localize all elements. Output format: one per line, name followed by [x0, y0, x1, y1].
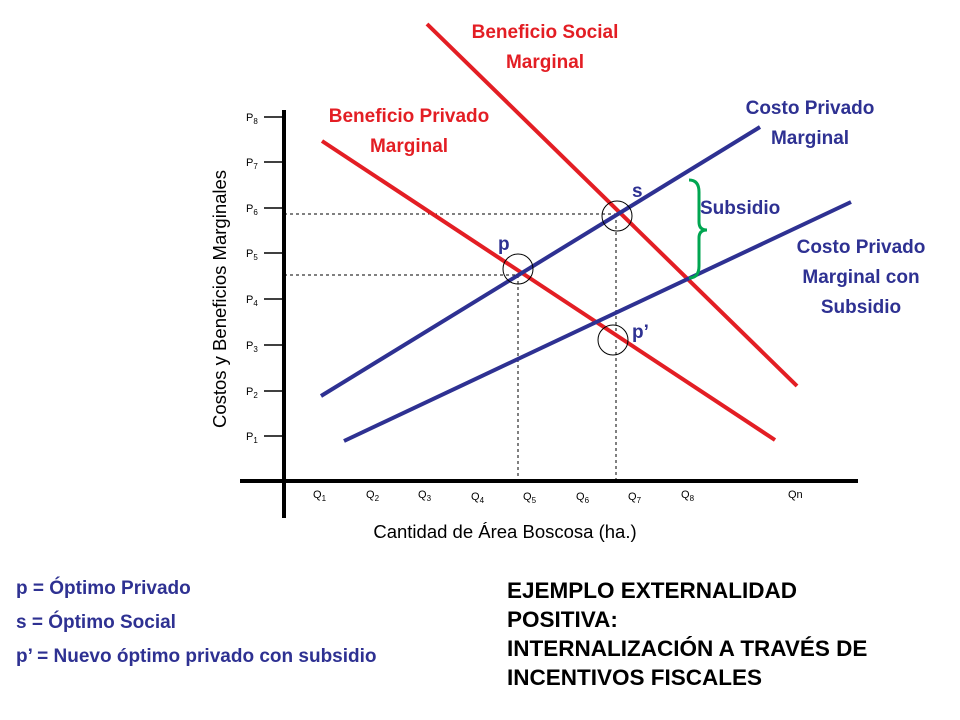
- point-p-label: p: [498, 234, 510, 255]
- private-cost-subsidy-label-line2: Marginal con: [802, 267, 919, 288]
- legend-s: s = Óptimo Social: [16, 612, 176, 633]
- social-benefit-label-line2: Marginal: [506, 52, 584, 73]
- private-cost-subsidy-label-line3: Subsidio: [821, 297, 901, 318]
- private-cost-subsidy-curve: [343, 200, 852, 443]
- private-benefit-label: Beneficio Privado Marginal: [329, 106, 490, 157]
- private-cost-label-line2: Marginal: [771, 128, 849, 149]
- y-tick-label: P4: [246, 294, 258, 308]
- y-tick-label: P3: [246, 340, 258, 354]
- legend-p: p = Óptimo Privado: [16, 578, 191, 599]
- x-tick-label: Q6: [576, 491, 590, 505]
- private-cost-subsidy-label: Costo Privado Marginal con Subsidio: [797, 237, 926, 318]
- social-benefit-label-line1: Beneficio Social: [472, 22, 619, 43]
- private-benefit-label-line2: Marginal: [370, 136, 448, 157]
- x-tick-group: Q1 Q2 Q3 Q4 Q5 Q6 Q7 Q8 Qn: [313, 489, 803, 505]
- y-tick-label: P2: [246, 386, 258, 400]
- point-p-prime-label: p’: [632, 322, 649, 343]
- legend-p-prime: p’ = Nuevo óptimo privado con subsidio: [16, 646, 377, 667]
- headline-line3: INTERNALIZACIÓN A TRAVÉS DE: [507, 636, 868, 661]
- point-s-label: s: [632, 181, 643, 202]
- social-benefit-curve: [425, 22, 799, 388]
- headline-line2: POSITIVA:: [507, 607, 618, 632]
- y-tick-group: P1 P2 P3 P4 P5 P6 P7 P8: [246, 112, 284, 445]
- point-s-circle: [601, 200, 633, 232]
- x-axis-title: Cantidad de Área Boscosa (ha.): [373, 521, 636, 542]
- x-tick-label: Qn: [788, 489, 803, 501]
- x-tick-label: Q5: [523, 491, 537, 505]
- private-cost-curve: [319, 125, 762, 398]
- point-p-circle: [502, 253, 534, 285]
- social-benefit-label: Beneficio Social Marginal: [472, 22, 619, 73]
- private-cost-label-line1: Costo Privado: [746, 98, 875, 119]
- x-tick-label: Q2: [366, 489, 380, 503]
- headline-line4: INCENTIVOS FISCALES: [507, 665, 763, 690]
- headline-line1: EJEMPLO EXTERNALIDAD: [507, 578, 798, 603]
- private-benefit-label-line1: Beneficio Privado: [329, 106, 490, 127]
- subsidy-label: Subsidio: [700, 198, 780, 219]
- x-tick-label: Q7: [628, 491, 642, 505]
- x-tick-label: Q1: [313, 489, 327, 503]
- y-tick-label: P1: [246, 431, 258, 445]
- x-tick-label: Q3: [418, 489, 432, 503]
- private-benefit-curve: [320, 139, 777, 442]
- subsidy-brace: [688, 178, 708, 280]
- legend: p = Óptimo Privado s = Óptimo Social p’ …: [16, 572, 496, 674]
- private-cost-subsidy-label-line1: Costo Privado: [797, 237, 926, 258]
- y-tick-label: P6: [246, 203, 258, 217]
- x-tick-label: Q8: [681, 489, 695, 503]
- private-cost-label: Costo Privado Marginal: [746, 98, 875, 149]
- y-tick-label: P7: [246, 157, 258, 171]
- y-axis-title: Costos y Beneficios Marginales: [209, 170, 230, 428]
- y-tick-label: P5: [246, 248, 258, 262]
- x-tick-label: Q4: [471, 491, 485, 505]
- headline: EJEMPLO EXTERNALIDAD POSITIVA: INTERNALI…: [507, 576, 947, 692]
- y-tick-label: P8: [246, 112, 258, 126]
- point-p-prime-circle: [597, 324, 629, 356]
